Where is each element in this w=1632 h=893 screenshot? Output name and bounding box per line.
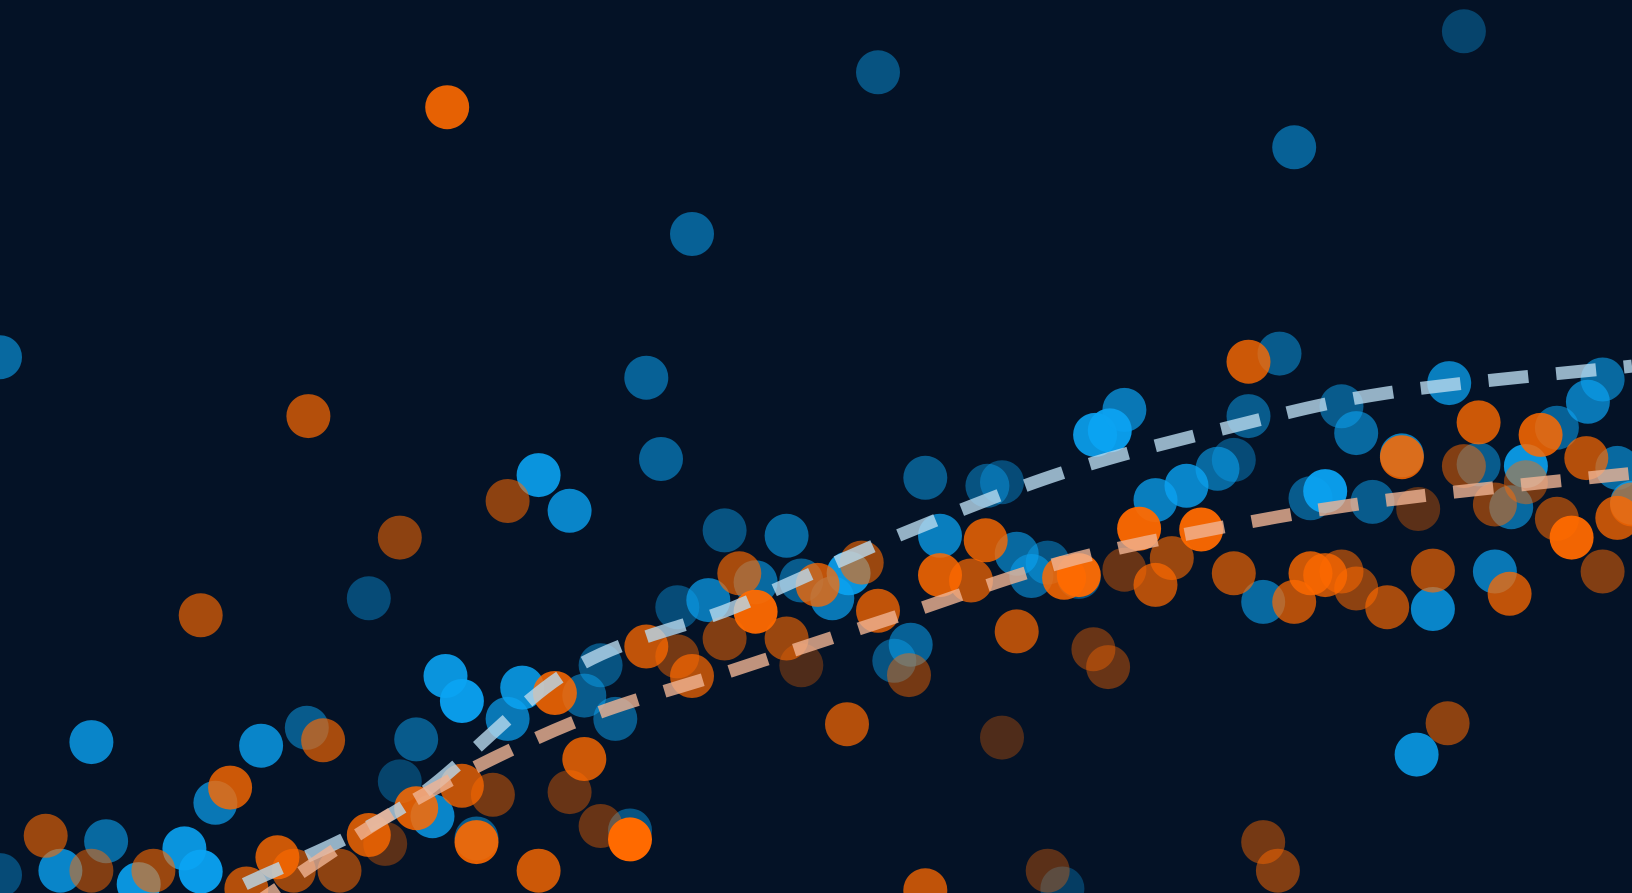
series-2-point-9 (301, 718, 346, 763)
series-1-point-79 (1040, 866, 1085, 893)
series-1-point-54 (1334, 411, 1379, 456)
series-2-point-72 (1580, 549, 1625, 594)
series-2-point-15 (470, 772, 515, 817)
series-2-point-59 (1379, 435, 1424, 480)
series-1-point-69 (0, 335, 22, 380)
series-1-point-11 (394, 717, 439, 762)
series-1-point-31 (888, 622, 933, 667)
series-2-point-38 (994, 609, 1039, 654)
series-1-point-77 (516, 453, 561, 498)
series-2-trend-line (259, 466, 1632, 893)
series-1-point-32 (872, 638, 917, 683)
series-2-point-18 (547, 770, 592, 815)
series-1-point-38 (1009, 554, 1054, 598)
series-2-point-63 (1441, 444, 1486, 489)
series-2-point-14 (454, 820, 499, 865)
series-2-point-80 (903, 868, 948, 893)
series-2-point-16 (516, 848, 561, 893)
series-2-point-74 (1610, 482, 1632, 527)
series-2-point-4 (208, 765, 253, 810)
series-1-point-43 (1102, 387, 1147, 432)
series-2-point-64 (1456, 400, 1501, 445)
series-1-point-7 (69, 720, 114, 765)
series-1-point-50 (1241, 579, 1286, 624)
series-1-point-9 (239, 723, 284, 768)
series-1-point-78 (547, 488, 592, 533)
series-2-point-34 (887, 653, 931, 698)
series-1-point-71 (639, 437, 683, 481)
series-2-point-43 (1086, 645, 1131, 690)
series-2-point-37 (963, 518, 1008, 563)
series-2-point-42 (1071, 627, 1116, 672)
series-1-point-1 (0, 853, 22, 893)
series-1-point-33 (903, 455, 948, 500)
series-2-point-62 (1425, 701, 1470, 746)
series-2-point-29 (779, 643, 824, 688)
series-2-point-7 (271, 848, 316, 893)
series-1-point-25 (702, 508, 747, 553)
series-1-point-75 (1441, 9, 1486, 54)
series-1-point-46 (1195, 446, 1240, 491)
series-2-points (23, 85, 1632, 893)
series-2-point-26 (717, 551, 762, 596)
series-2-point-76 (286, 394, 331, 439)
series-2-point-61 (1410, 548, 1455, 593)
series-2-point-78 (377, 515, 422, 560)
series-2-point-77 (178, 593, 223, 638)
series-2-point-70 (1549, 515, 1594, 560)
series-2-point-3 (131, 848, 176, 893)
series-2-point-19 (562, 737, 607, 781)
series-1-point-72 (670, 212, 714, 256)
series-2-point-25 (702, 616, 747, 661)
series-2-point-75 (425, 85, 470, 130)
series-2-point-2 (69, 848, 114, 893)
series-2-point-66 (1487, 571, 1532, 616)
series-2-point-71 (1564, 436, 1609, 481)
series-2-point-21 (608, 817, 652, 862)
series-2-point-49 (1211, 551, 1256, 596)
series-1-point-73 (856, 50, 900, 95)
series-1-point-70 (624, 355, 669, 400)
series-2-point-31 (825, 702, 869, 747)
series-1-point-47 (1211, 437, 1256, 482)
series-2-point-1 (23, 813, 68, 858)
series-2-point-30 (795, 562, 840, 607)
series-1-point-57 (1410, 587, 1455, 631)
series-1-point-16 (439, 679, 484, 723)
series-1-point-27 (764, 513, 809, 558)
series-2-point-11 (363, 821, 408, 866)
series-1-point-76 (346, 576, 391, 621)
series-2-point-50 (1226, 339, 1271, 384)
series-2-point-79 (485, 479, 530, 523)
series-2-point-58 (1365, 585, 1410, 630)
series-2-point-81 (1025, 848, 1070, 893)
series-2-point-39 (980, 715, 1024, 760)
series-1-point-68 (1394, 732, 1439, 777)
series-1-point-2 (38, 848, 83, 893)
series-1-point-55 (1350, 479, 1395, 524)
series-2-point-47 (1149, 536, 1194, 581)
series-2-point-68 (1518, 412, 1563, 457)
series-1-point-6 (178, 849, 223, 893)
series-1-point-74 (1272, 125, 1317, 170)
series-2-point-52 (1255, 848, 1300, 893)
